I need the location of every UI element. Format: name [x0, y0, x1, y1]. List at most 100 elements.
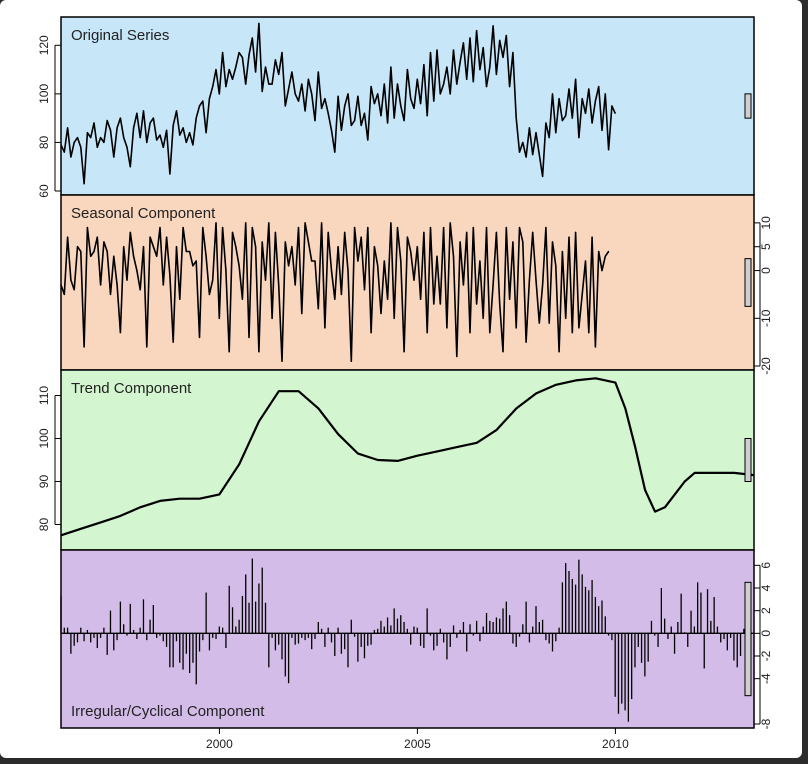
data-point [189, 250, 191, 253]
data-point [614, 112, 616, 114]
data-point [462, 42, 465, 44]
data-line [60, 377, 755, 537]
data-point [159, 500, 161, 502]
data-point [76, 246, 79, 248]
data-point [205, 255, 207, 257]
data-point [469, 332, 471, 334]
y-tick-label: 100 [37, 428, 51, 448]
data-point [271, 317, 273, 319]
data-point [574, 231, 577, 233]
data-point [433, 303, 435, 305]
data-point [502, 351, 504, 353]
data-point [142, 110, 145, 112]
panel-title: Original Series [71, 27, 169, 44]
data-point [156, 139, 158, 141]
data-point [255, 246, 257, 248]
data-point [218, 93, 220, 95]
data-point [607, 250, 610, 253]
data-point [152, 117, 154, 119]
data-point [598, 85, 600, 88]
data-point [195, 260, 197, 262]
data-point [96, 146, 98, 148]
data-point [367, 227, 369, 229]
data-point [241, 56, 244, 59]
data-point [400, 105, 402, 107]
data-point [198, 336, 201, 338]
data-point [241, 298, 244, 300]
panel-title: Irregular/Cyclical Component [71, 703, 265, 720]
data-point [119, 515, 121, 517]
data-point [264, 66, 267, 68]
data-point [126, 146, 128, 148]
data-point [347, 93, 349, 95]
data-point [443, 83, 445, 85]
data-point [337, 95, 339, 97]
data-point [162, 284, 164, 286]
data-point [149, 236, 151, 238]
data-point [261, 241, 263, 243]
data-point [416, 246, 418, 248]
data-point [317, 308, 319, 310]
data-point [499, 39, 501, 42]
data-point [66, 127, 69, 129]
data-point [298, 390, 300, 392]
y-tick-label: 10 [759, 216, 773, 230]
data-point [142, 246, 145, 248]
data-point [406, 68, 408, 71]
data-point [83, 346, 85, 348]
data-point [561, 250, 563, 253]
data-point [568, 236, 570, 238]
data-point [172, 341, 174, 343]
series-3 [60, 558, 754, 722]
data-point [103, 241, 105, 243]
data-point [268, 83, 270, 85]
data-point [509, 85, 511, 88]
data-point [584, 260, 587, 262]
data-point [185, 250, 187, 253]
y-tick-label: 6 [759, 562, 773, 569]
data-point [469, 37, 471, 39]
data-point [106, 119, 108, 122]
data-point [93, 122, 95, 124]
data-point [429, 51, 432, 54]
data-point [195, 117, 197, 119]
y-tick-label: 5 [759, 243, 773, 250]
data-point [542, 175, 544, 178]
data-point [76, 136, 79, 139]
data-point [235, 66, 237, 68]
data-point [90, 136, 92, 139]
y-tick-label: 60 [37, 184, 51, 198]
data-point [363, 112, 366, 114]
data-point [684, 480, 686, 483]
data-point [482, 47, 484, 49]
data-point [165, 236, 168, 238]
data-point [459, 61, 461, 63]
data-point [400, 260, 402, 262]
data-point [485, 227, 488, 229]
panel-background [60, 16, 755, 196]
data-point [162, 146, 164, 148]
data-point [472, 81, 474, 83]
data-point [393, 317, 395, 319]
data-point [274, 59, 277, 61]
data-point [80, 528, 82, 530]
data-point [476, 303, 478, 305]
data-point [492, 25, 494, 27]
data-point [654, 511, 656, 513]
data-point [212, 85, 214, 88]
data-point [396, 227, 399, 229]
y-tick-label: 120 [37, 35, 51, 55]
data-point [189, 132, 191, 134]
data-point [182, 227, 184, 229]
data-point [83, 183, 85, 185]
panel-2: Trend Component 80 90 100 110 [37, 369, 755, 551]
data-point [185, 141, 187, 144]
data-point [175, 246, 178, 248]
data-point [548, 322, 550, 324]
data-point [594, 100, 596, 102]
data-point [205, 132, 207, 134]
data-point [304, 222, 306, 224]
data-point [518, 151, 521, 153]
data-point [581, 293, 583, 296]
data-point [225, 85, 227, 88]
